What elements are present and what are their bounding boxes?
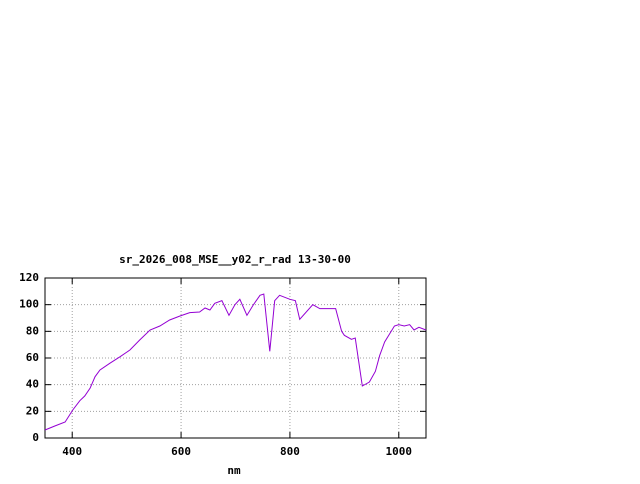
y-tick-label: 60 — [26, 351, 39, 364]
x-tick-label: 400 — [62, 445, 82, 458]
y-tick-label: 40 — [26, 378, 39, 391]
y-tick-label: 80 — [26, 324, 39, 337]
x-tick-label: 600 — [171, 445, 191, 458]
y-tick-label: 20 — [26, 404, 39, 417]
line-series — [44, 293, 427, 431]
x-tick-label: 800 — [280, 445, 300, 458]
chart-title: sr_2026_008_MSE__y02_r_rad 13-30-00 — [119, 253, 351, 266]
y-tick-label: 0 — [32, 431, 39, 444]
y-tick-label: 100 — [19, 298, 39, 311]
plot-frame — [44, 277, 427, 439]
x-axis-label: nm — [227, 464, 241, 477]
x-tick-label: 1000 — [386, 445, 413, 458]
y-tick-label: 120 — [19, 271, 39, 284]
